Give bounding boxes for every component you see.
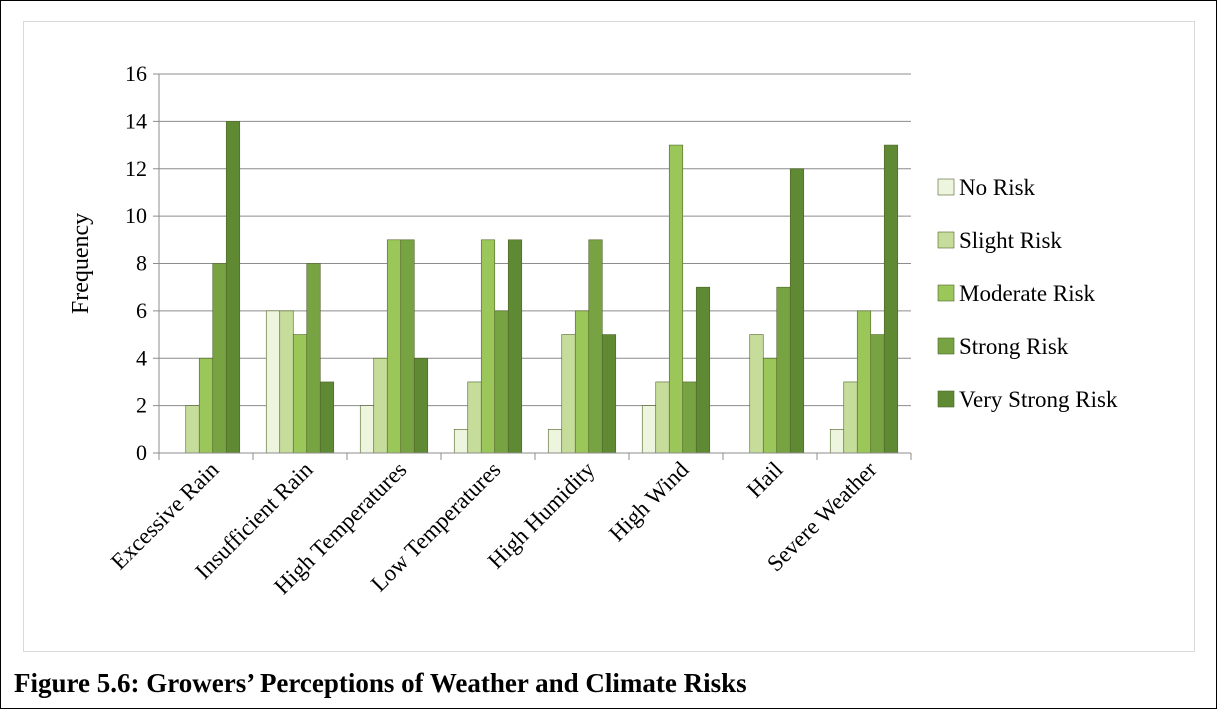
bar: [695, 286, 711, 454]
bar: [198, 357, 214, 454]
legend-swatch: [937, 337, 955, 355]
y-tick-label: 16: [125, 61, 147, 86]
legend-label: No Risk: [959, 175, 1036, 200]
bar: [843, 381, 858, 454]
y-tick-label: 2: [136, 393, 147, 418]
legend-label: Slight Risk: [959, 228, 1062, 253]
bar: [453, 429, 469, 454]
bar: [359, 405, 375, 454]
bar: [265, 310, 281, 454]
legend-swatch: [937, 178, 955, 196]
bar: [547, 429, 563, 454]
bar: [588, 239, 603, 454]
y-tick-label: 14: [125, 108, 147, 133]
bar: [749, 334, 764, 454]
x-tick-label: High Wind: [604, 457, 694, 547]
bar: [561, 334, 576, 454]
y-tick-label: 10: [125, 203, 147, 228]
y-tick-label: 0: [136, 440, 147, 465]
chart-area: 0 2 4 6 8 10 12 14 16 Frequency Excessive Rain Insu…: [23, 21, 1195, 652]
bar: [225, 121, 241, 454]
bar: [870, 334, 885, 454]
bar: [212, 263, 227, 454]
bar: [185, 405, 200, 454]
legend-swatch: [937, 231, 955, 249]
bar: [829, 429, 845, 454]
bar: [641, 405, 657, 454]
bar: [400, 239, 415, 454]
y-tick-label: 12: [125, 156, 147, 181]
bar: [386, 239, 402, 454]
bar: [789, 168, 805, 454]
bar: [467, 381, 482, 454]
y-tick-label: 4: [136, 345, 147, 370]
bar: [292, 334, 308, 454]
bar: [494, 310, 509, 454]
bar: [319, 381, 335, 454]
legend-swatch: [937, 390, 955, 408]
figure-caption: Figure 5.6: Growers’ Perceptions of Weat…: [14, 668, 747, 698]
bar: [762, 357, 778, 454]
bar: [279, 310, 294, 454]
bar: [306, 263, 321, 454]
y-axis-label: Frequency: [68, 213, 94, 314]
bar: [413, 357, 429, 454]
y-tick-label: 8: [136, 251, 147, 276]
legend-label: Moderate Risk: [959, 281, 1096, 306]
bar: [480, 239, 496, 454]
y-tick-label: 6: [136, 298, 147, 323]
x-tick-label: Hail: [742, 457, 788, 503]
bar: [668, 144, 684, 454]
bar: [574, 310, 590, 454]
bar: [373, 357, 388, 454]
legend-swatch: [937, 284, 955, 302]
bar: [682, 381, 697, 454]
bar: [655, 381, 670, 454]
bar: [856, 310, 872, 454]
bar: [776, 286, 791, 454]
legend-label: Strong Risk: [959, 334, 1069, 359]
bar: [883, 144, 899, 454]
bar: [507, 239, 523, 454]
bar: [601, 334, 617, 454]
legend-label: Very Strong Risk: [959, 387, 1118, 412]
